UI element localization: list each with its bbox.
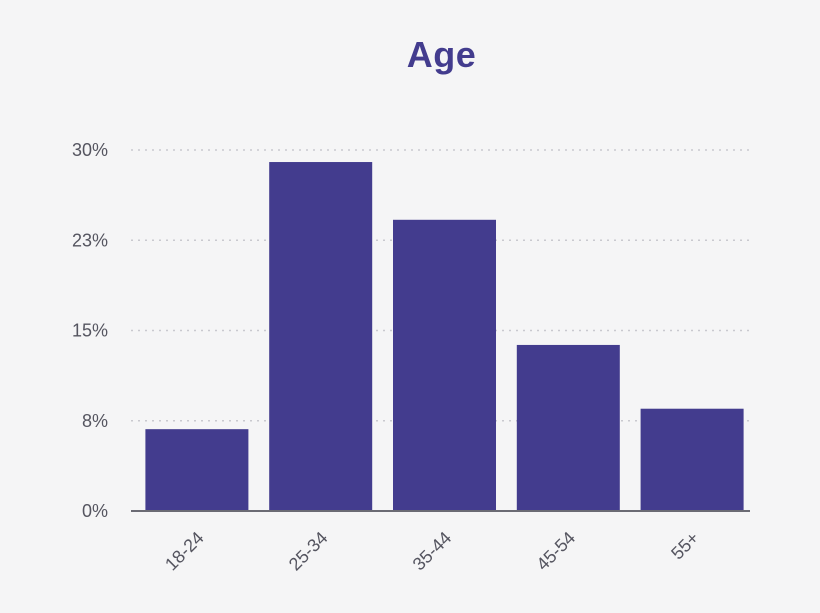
x-tick-label: 18-24 [161,528,208,575]
bar [145,429,249,511]
bar [393,219,496,511]
x-tick-label: 45-54 [532,528,579,575]
x-tick-label: 55+ [667,528,703,564]
bar [640,408,744,511]
x-tick-label: 25-34 [285,528,332,575]
y-tick-label: 0% [82,501,108,521]
x-tick-label: 35-44 [409,528,456,575]
bar [516,344,620,511]
y-tick-label: 23% [72,230,108,250]
y-tick-label: 8% [82,411,108,431]
bar [269,162,373,512]
y-tick-label: 30% [72,140,108,160]
y-tick-label: 15% [72,321,108,341]
chart-title: Age [406,34,477,75]
